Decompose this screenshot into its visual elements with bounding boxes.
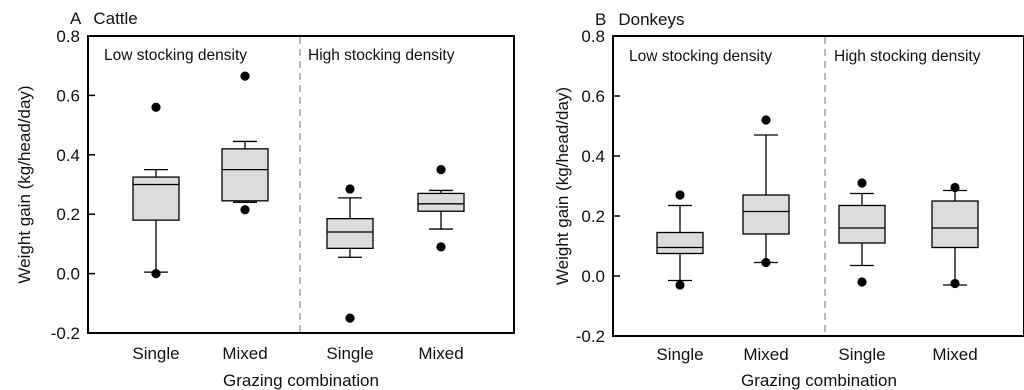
outlier-point [151,102,161,112]
y-axis-label: Weight gain (kg/head/day) [553,87,572,285]
box-2: Mixed [221,71,269,363]
y-tick-label: 0.2 [56,205,80,224]
y-tick-label: 0.4 [56,146,80,165]
region-label: High stocking density [308,47,455,64]
plot-frame [612,35,1024,337]
panel-name: Donkeys [618,10,684,29]
outlier-point [345,184,355,194]
category-label: Single [132,344,179,363]
outlier-point [761,115,771,125]
outlier-point [950,278,960,289]
panel-letter: A [70,9,82,28]
box-4: Mixed [931,182,979,364]
box-3: Single [326,184,374,363]
outlier-point [857,178,867,188]
y-tick-label: 0.0 [56,265,80,284]
box-2: Mixed [742,115,790,364]
y-tick-label: 0.8 [56,27,80,46]
box-iqr [221,148,269,202]
outlier-point [240,71,250,81]
y-tick-label: -0.2 [51,324,80,343]
x-axis-label: Grazing combination [741,371,897,390]
outlier-point [675,280,685,290]
box-iqr [326,218,374,250]
x-axis-label: Grazing combination [223,371,379,390]
outlier-point [857,277,867,287]
box-3: Single [838,178,886,364]
y-tick-label: 0.2 [581,207,605,226]
y-tick-label: 0.6 [581,87,605,106]
box-iqr [931,200,979,249]
plot-frame [87,35,515,334]
category-label: Mixed [743,345,788,364]
category-label: Single [838,345,885,364]
category-label: Single [326,344,373,363]
y-tick-label: 0.6 [56,86,80,105]
box-4: Mixed [417,165,465,363]
region-label: Low stocking density [104,47,247,64]
outlier-point [761,257,771,268]
chart-panel-b: B Donkeys -0.2 0.0 0.2 0.4 0.6 0.8 Weight gain (… [553,10,1024,390]
region-label: High stocking density [834,48,981,65]
outlier-point [436,165,446,175]
outlier-point [950,182,960,193]
y-tick-label: 0.4 [581,147,605,166]
panel-name: Cattle [93,9,137,28]
y-tick-label: -0.2 [576,327,605,346]
box-iqr [838,204,886,244]
box-iqr [417,192,465,212]
y-axis-label: Weight gain (kg/head/day) [15,85,34,283]
outlier-point [151,269,161,279]
panel-letter: B [595,10,606,29]
box-1: Single [656,190,704,364]
category-label: Mixed [222,344,267,363]
box-iqr [132,176,180,221]
outlier-point [240,205,250,215]
category-label: Mixed [932,345,977,364]
category-label: Mixed [418,344,463,363]
box-iqr [742,194,790,235]
outlier-point [345,313,355,323]
y-tick-label: 0.8 [581,27,605,46]
region-label: Low stocking density [629,48,772,65]
category-label: Single [656,345,703,364]
outlier-point [436,242,446,252]
panel-title: B Donkeys [595,10,684,29]
box-iqr [656,231,704,255]
outlier-point [675,190,685,200]
box-1: Single [132,102,180,363]
chart-panel-a: A Cattle -0.2 0.0 0.2 0.4 0.6 0.8 Weight gain (k… [15,9,515,390]
panel-title: A Cattle [70,9,138,28]
y-tick-label: 0.0 [581,267,605,286]
